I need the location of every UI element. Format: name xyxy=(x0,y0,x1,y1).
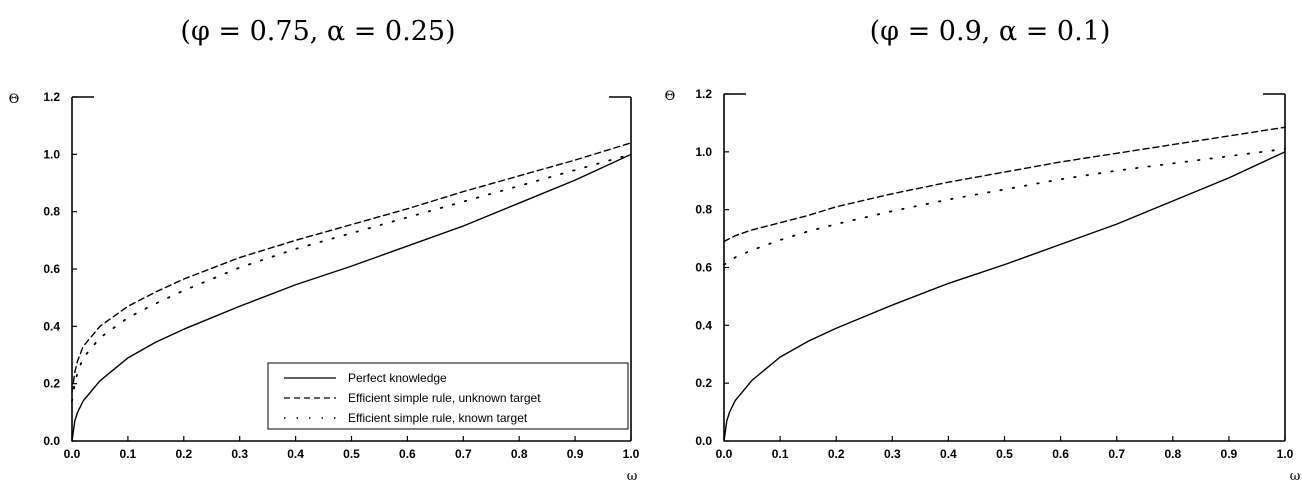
axis-ticks: 0.0 0.1 0.2 0.3 0.4 0.5 0.6 0.7 0.8 0.9 1.0 0.0 0.2 0… xyxy=(43,90,639,461)
x-tick-label: 1.0 xyxy=(1277,447,1294,461)
y-tick-label: 1.2 xyxy=(43,90,60,104)
legend-entry-unknown-target: Efficient simple rule, unknown target xyxy=(348,391,541,405)
y-tick-label: 1.2 xyxy=(695,87,712,101)
y-tick-label: 0.4 xyxy=(43,319,60,333)
x-tick-label: 0.8 xyxy=(1164,447,1181,461)
x-tick-label: 0.9 xyxy=(1221,447,1238,461)
series-line-solid xyxy=(71,153,632,442)
y-tick-label: 0.6 xyxy=(695,261,712,275)
x-tick-label: 0.2 xyxy=(175,447,192,461)
x-tick-label: 0.1 xyxy=(120,447,137,461)
x-tick-label: 0.7 xyxy=(455,447,472,461)
y-tick-label: 0.2 xyxy=(43,377,60,391)
series-line-dotted xyxy=(723,148,1286,266)
x-tick-label: 0.3 xyxy=(231,447,248,461)
y-axis-label: Θ xyxy=(9,92,20,107)
y-tick-label: 0.4 xyxy=(695,318,712,332)
chart-panel-left: (φ = 0.75, α = 0.25) Θ ω 0.0 0.1 0.2 0.3 0.4… xyxy=(9,16,640,483)
x-tick-label: 0.5 xyxy=(343,447,360,461)
y-tick-label: 0.2 xyxy=(695,376,712,390)
x-tick-label: 0.2 xyxy=(828,447,845,461)
x-tick-label: 0.0 xyxy=(64,447,81,461)
y-tick-label: 0.6 xyxy=(43,262,60,276)
x-tick-label: 0.4 xyxy=(940,447,957,461)
x-tick-label: 0.0 xyxy=(716,447,733,461)
x-tick-label: 1.0 xyxy=(623,447,640,461)
series-line-dotted xyxy=(71,153,632,402)
y-tick-label: 1.0 xyxy=(43,147,60,161)
series-layer xyxy=(71,142,632,442)
chart-panel-right: (φ = 0.9, α = 0.1) Θ ω 0.0 0.1 0.2 0.3 0.4 0.… xyxy=(665,16,1301,483)
series-layer xyxy=(723,126,1286,442)
series-line-dashed xyxy=(723,126,1286,243)
series-line-solid xyxy=(723,151,1286,442)
x-tick-label: 0.6 xyxy=(1052,447,1069,461)
legend: Perfect knowledge Efficient simple rule,… xyxy=(267,362,629,430)
legend-entry-known-target: Efficient simple rule, known target xyxy=(348,411,528,425)
x-tick-label: 0.8 xyxy=(511,447,528,461)
y-tick-label: 1.0 xyxy=(695,145,712,159)
x-tick-label: 0.7 xyxy=(1108,447,1125,461)
y-tick-label: 0.8 xyxy=(43,205,60,219)
x-tick-label: 0.9 xyxy=(567,447,584,461)
series-line-dashed xyxy=(71,142,632,393)
x-tick-label: 0.1 xyxy=(772,447,789,461)
x-axis-label: ω xyxy=(1290,469,1301,483)
y-tick-label: 0.0 xyxy=(695,434,712,448)
y-tick-label: 0.8 xyxy=(695,203,712,217)
x-tick-label: 0.5 xyxy=(996,447,1013,461)
axis-ticks: 0.0 0.1 0.2 0.3 0.4 0.5 0.6 0.7 0.8 0.9 1.0 0.0 0.2 0… xyxy=(695,87,1293,461)
panel-title: (φ = 0.75, α = 0.25) xyxy=(180,16,455,47)
panel-title: (φ = 0.9, α = 0.1) xyxy=(870,16,1111,47)
y-tick-label: 0.0 xyxy=(43,434,60,448)
x-tick-label: 0.6 xyxy=(399,447,416,461)
x-tick-label: 0.4 xyxy=(287,447,304,461)
x-axis-label: ω xyxy=(627,469,638,483)
y-axis-label: Θ xyxy=(665,89,676,104)
legend-box xyxy=(267,362,629,430)
legend-entry-perfect-knowledge: Perfect knowledge xyxy=(348,371,447,385)
x-tick-label: 0.3 xyxy=(884,447,901,461)
